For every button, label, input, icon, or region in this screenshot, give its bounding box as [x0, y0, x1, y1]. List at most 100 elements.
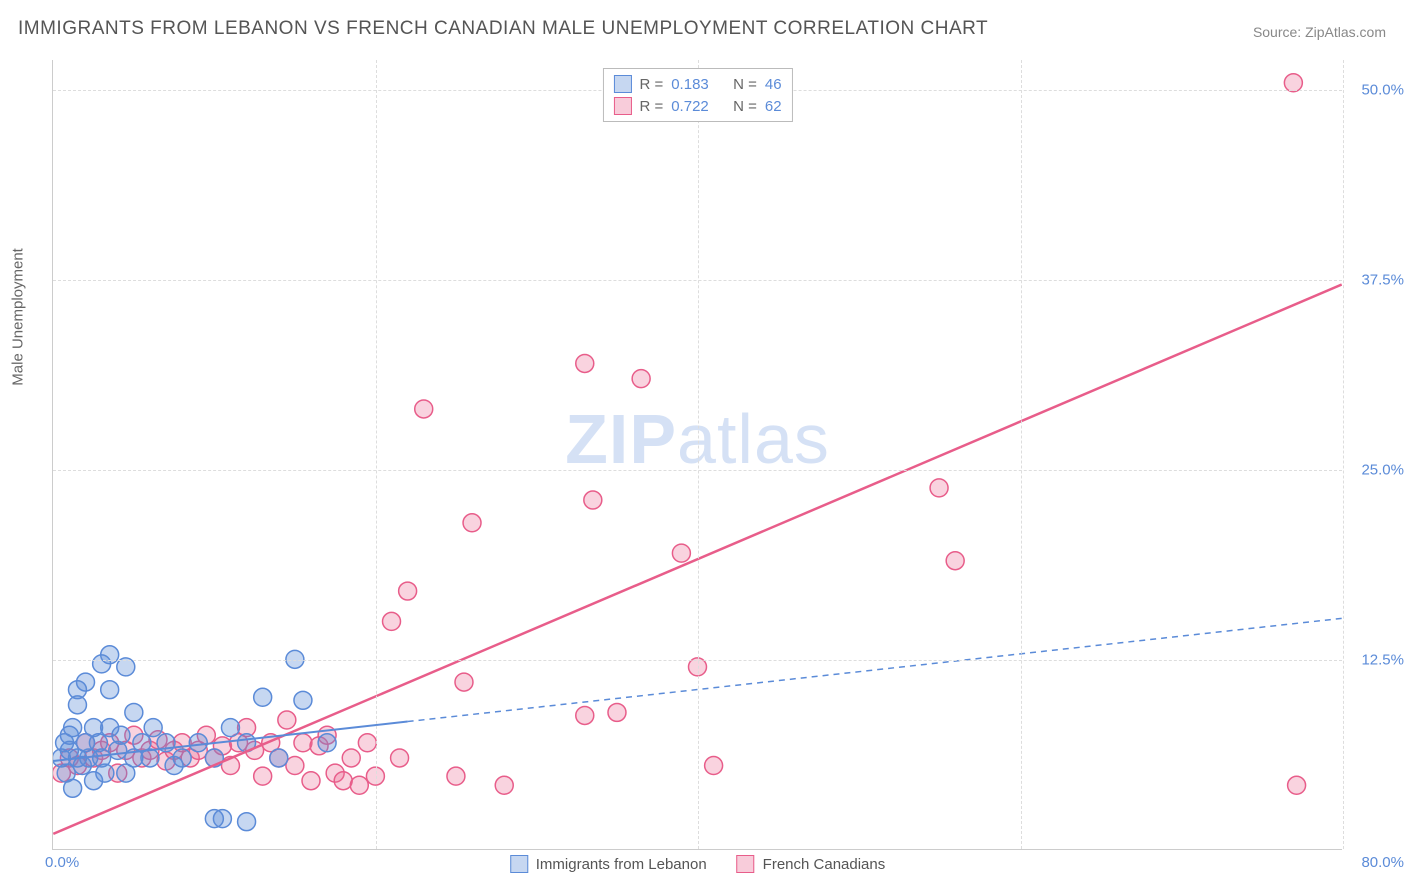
x-gridline — [1021, 60, 1022, 849]
data-point — [80, 749, 98, 767]
y-tick-label: 25.0% — [1361, 462, 1404, 479]
data-point — [149, 731, 167, 749]
data-point — [495, 776, 513, 794]
data-point — [230, 734, 248, 752]
source-attribution: Source: ZipAtlas.com — [1253, 24, 1386, 40]
data-point — [77, 734, 95, 752]
data-point — [60, 726, 78, 744]
legend-series: Immigrants from Lebanon French Canadians — [510, 855, 886, 873]
data-point — [238, 813, 256, 831]
data-point — [68, 696, 86, 714]
data-point — [391, 749, 409, 767]
data-point — [77, 673, 95, 691]
x-tick-end: 80.0% — [1361, 854, 1404, 871]
data-point — [584, 491, 602, 509]
data-point — [157, 752, 175, 770]
data-point — [64, 719, 82, 737]
y-tick-label: 50.0% — [1361, 82, 1404, 99]
data-point — [101, 734, 119, 752]
data-point — [254, 767, 272, 785]
data-point — [278, 711, 296, 729]
data-point — [1284, 74, 1302, 92]
data-point — [53, 764, 70, 782]
data-point — [165, 757, 183, 775]
data-point — [310, 737, 328, 755]
data-point — [205, 749, 223, 767]
data-point — [246, 741, 264, 759]
y-axis-label: Male Unemployment — [10, 248, 27, 386]
data-point — [77, 734, 95, 752]
data-point — [141, 749, 159, 767]
data-point — [213, 737, 231, 755]
data-point — [60, 749, 78, 767]
data-point — [144, 719, 162, 737]
data-point — [93, 741, 111, 759]
data-point — [383, 612, 401, 630]
data-point — [294, 691, 312, 709]
data-point — [342, 749, 360, 767]
data-point — [286, 757, 304, 775]
data-point — [60, 741, 78, 759]
legend-label: French Canadians — [763, 856, 886, 873]
data-point — [133, 734, 151, 752]
watermark-text-b: atlas — [677, 400, 830, 478]
data-point — [262, 734, 280, 752]
data-point — [157, 734, 175, 752]
y-tick-label: 37.5% — [1361, 272, 1404, 289]
data-point — [254, 688, 272, 706]
data-point — [221, 757, 239, 775]
data-point — [294, 734, 312, 752]
data-point — [109, 741, 127, 759]
data-point — [125, 703, 143, 721]
data-point — [1288, 776, 1306, 794]
legend-row: R = 0.183 N = 46 — [613, 73, 781, 95]
swatch-icon — [613, 75, 631, 93]
data-point — [93, 749, 111, 767]
data-point — [117, 764, 135, 782]
data-point — [112, 726, 130, 744]
data-point — [85, 719, 103, 737]
data-point — [930, 479, 948, 497]
data-point — [181, 749, 199, 767]
data-point — [125, 749, 143, 767]
data-point — [238, 719, 256, 737]
data-point — [205, 749, 223, 767]
data-point — [85, 749, 103, 767]
data-point — [302, 772, 320, 790]
data-point — [608, 703, 626, 721]
swatch-icon — [613, 97, 631, 115]
r-label: R = — [639, 76, 663, 93]
data-point — [270, 749, 288, 767]
data-point — [238, 734, 256, 752]
data-point — [85, 772, 103, 790]
data-point — [350, 776, 368, 794]
data-point — [946, 552, 964, 570]
watermark-text-a: ZIP — [565, 400, 677, 478]
x-gridline — [376, 60, 377, 849]
data-point — [334, 772, 352, 790]
r-label: R = — [639, 98, 663, 115]
data-point — [93, 655, 111, 673]
y-tick-label: 12.5% — [1361, 652, 1404, 669]
r-value: 0.722 — [671, 98, 709, 115]
data-point — [672, 544, 690, 562]
data-point — [189, 741, 207, 759]
n-label: N = — [733, 76, 757, 93]
data-point — [189, 734, 207, 752]
legend-stats: R = 0.183 N = 46 R = 0.722 N = 62 — [602, 68, 792, 122]
data-point — [101, 681, 119, 699]
legend-row: R = 0.722 N = 62 — [613, 95, 781, 117]
data-point — [109, 764, 127, 782]
data-point — [705, 757, 723, 775]
data-point — [125, 726, 143, 744]
data-point — [415, 400, 433, 418]
data-point — [101, 719, 119, 737]
plot-area: ZIPatlas R = 0.183 N = 46 R = 0.722 N = … — [52, 60, 1342, 850]
data-point — [318, 734, 336, 752]
data-point — [358, 734, 376, 752]
data-point — [447, 767, 465, 785]
data-point — [632, 370, 650, 388]
data-point — [318, 726, 336, 744]
data-point — [576, 354, 594, 372]
x-tick-origin: 0.0% — [45, 854, 79, 871]
